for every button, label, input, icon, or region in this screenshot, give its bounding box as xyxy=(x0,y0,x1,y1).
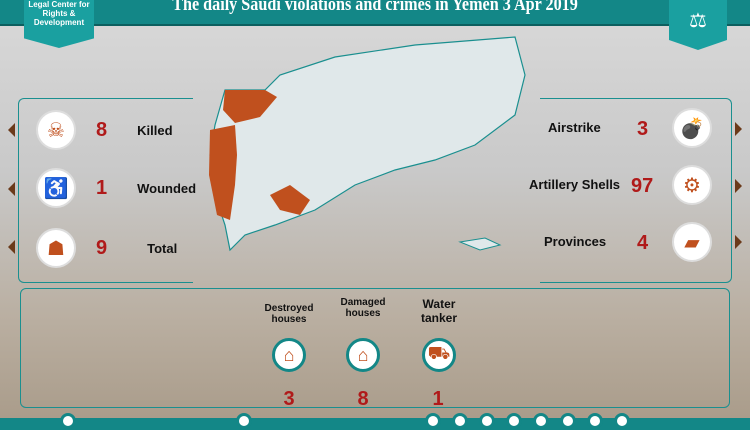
stat-wounded: ♿ 1 Wounded xyxy=(36,168,196,208)
social-icon[interactable] xyxy=(452,413,468,429)
cannon-icon: ⚙ xyxy=(672,165,712,205)
page-title: The daily Saudi violations and crimes in… xyxy=(172,0,578,15)
social-icon[interactable] xyxy=(479,413,495,429)
total-label: Total xyxy=(147,240,178,256)
org-logo: ⚖ xyxy=(669,0,727,50)
damaged-house-icon: ⌂ xyxy=(346,338,380,372)
total-value: 9 xyxy=(96,236,108,259)
water-tanker-value: 1 xyxy=(432,388,444,410)
artillery-value: 97 xyxy=(631,175,654,197)
killed-person-icon: ☠ xyxy=(36,110,76,150)
provinces-label: Provinces xyxy=(544,234,607,249)
yemen-outline xyxy=(209,36,526,252)
bombs-icon: 💣 xyxy=(672,108,712,148)
website-icon[interactable] xyxy=(60,413,76,429)
total-casualties-icon: ☗ xyxy=(36,228,76,268)
socotra-island xyxy=(458,237,502,251)
province-hodeidah xyxy=(209,125,237,220)
water-tanker-label: Water tanker xyxy=(420,297,458,325)
artillery-label: Artillery Shells xyxy=(529,177,621,192)
killed-label: Killed xyxy=(137,122,173,138)
province-taiz-area xyxy=(270,185,310,215)
yemen-map xyxy=(209,36,526,252)
left-panel-frame xyxy=(18,98,193,283)
airstrike-value: 3 xyxy=(637,118,649,140)
social-icon[interactable] xyxy=(614,413,630,429)
social-icon[interactable] xyxy=(560,413,576,429)
left-arrow xyxy=(8,240,15,254)
footer-bar xyxy=(0,418,750,430)
scales-icon: ⚖ xyxy=(689,10,707,32)
social-icon[interactable] xyxy=(425,413,441,429)
yemen-map-icon: ▰ xyxy=(672,222,712,262)
social-icon[interactable] xyxy=(533,413,549,429)
right-arrow xyxy=(735,235,742,249)
left-arrow xyxy=(8,182,15,196)
airstrike-label: Airstrike xyxy=(548,120,601,135)
wounded-label: Wounded xyxy=(137,180,197,196)
killed-value: 8 xyxy=(96,118,108,141)
instagram-icon[interactable] xyxy=(587,413,603,429)
destroyed-houses-value: 3 xyxy=(283,388,295,410)
org-badge: Legal Center for Rights & Development xyxy=(24,0,94,48)
right-arrow xyxy=(735,122,742,136)
province-hajjah xyxy=(223,90,277,123)
left-arrow xyxy=(8,123,15,137)
damaged-houses-label: Damaged houses xyxy=(340,297,386,319)
stat-killed: ☠ 8 Killed xyxy=(36,110,173,150)
water-tanker-icon: ⛟ xyxy=(422,338,456,372)
email-icon[interactable] xyxy=(236,413,252,429)
provinces-value: 4 xyxy=(637,232,649,254)
wounded-value: 1 xyxy=(96,176,108,199)
destroyed-houses-label: Destroyed houses xyxy=(264,303,314,325)
stat-total: ☗ 9 Total xyxy=(36,228,177,268)
destroyed-house-icon: ⌂ xyxy=(272,338,306,372)
damaged-houses-value: 8 xyxy=(357,388,369,410)
right-panel-frame xyxy=(540,98,732,283)
header-bar: The daily Saudi violations and crimes in… xyxy=(0,0,750,26)
org-name: Legal Center for Rights & Development xyxy=(28,0,90,27)
wounded-person-icon: ♿ xyxy=(36,168,76,208)
right-arrow xyxy=(735,179,742,193)
social-icon[interactable] xyxy=(506,413,522,429)
bottom-panel-frame xyxy=(20,288,730,408)
